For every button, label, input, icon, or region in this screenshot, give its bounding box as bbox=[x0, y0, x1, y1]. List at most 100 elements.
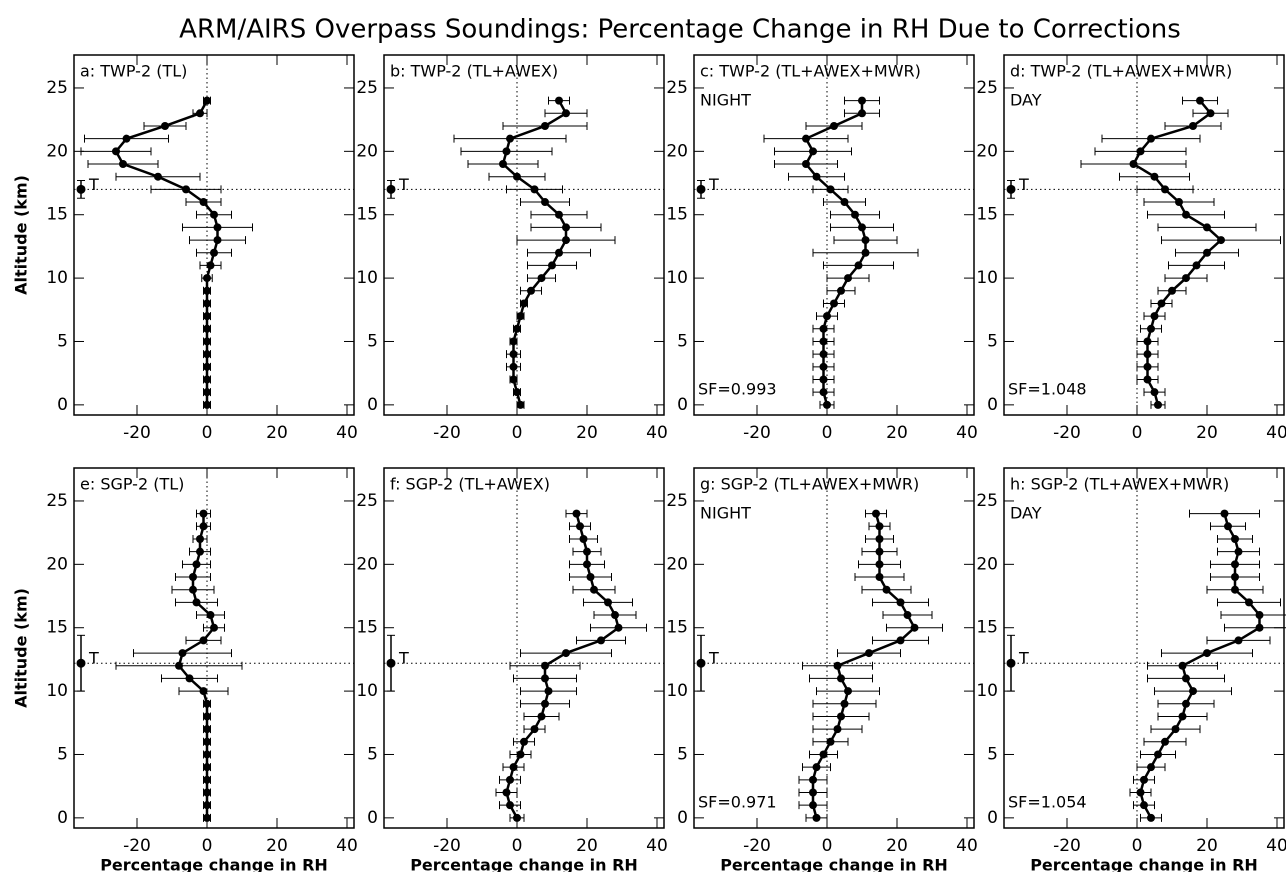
y-tick-label: 5 bbox=[57, 744, 68, 764]
y-tick-label: 25 bbox=[46, 78, 68, 98]
y-tick-label: 20 bbox=[356, 554, 378, 574]
profile-point bbox=[562, 223, 570, 232]
x-tick-label: 20 bbox=[576, 423, 598, 443]
tropopause-label: T bbox=[88, 175, 99, 194]
profile-point bbox=[583, 560, 591, 569]
y-axis-label: Altitude (km) bbox=[12, 175, 31, 295]
profile-point bbox=[823, 312, 831, 321]
profile-point bbox=[1129, 160, 1138, 169]
profile-point bbox=[604, 598, 612, 607]
x-axis-label: Percentage change in RH bbox=[410, 856, 638, 872]
profile-point bbox=[196, 534, 204, 543]
profile-point bbox=[530, 185, 539, 194]
profile-point bbox=[516, 750, 525, 759]
profile-point bbox=[537, 712, 546, 721]
tropopause-label: T bbox=[708, 649, 719, 668]
profile-point bbox=[513, 324, 521, 333]
profile-point bbox=[1147, 324, 1155, 333]
profile-point bbox=[1140, 775, 1148, 784]
x-tick-label: -20 bbox=[743, 423, 771, 443]
y-tick-label: 25 bbox=[356, 491, 378, 511]
y-tick-label: 20 bbox=[46, 141, 68, 161]
profile-point bbox=[812, 813, 821, 822]
profile-point bbox=[590, 585, 598, 594]
profile-point bbox=[203, 813, 211, 822]
profile-point bbox=[819, 324, 828, 333]
x-tick-label: 0 bbox=[1132, 423, 1143, 443]
y-tick-label: 15 bbox=[356, 618, 378, 638]
y-tick-label: 20 bbox=[976, 141, 998, 161]
y-tick-label: 10 bbox=[666, 681, 688, 701]
panel-title: d: TWP-2 (TL+AWEX+MWR) bbox=[1010, 62, 1232, 81]
x-tick-label: 0 bbox=[1132, 836, 1143, 856]
profile-point bbox=[1168, 286, 1176, 295]
profile-point bbox=[199, 522, 208, 531]
profile-point bbox=[819, 750, 828, 759]
profile-point bbox=[819, 350, 828, 359]
profile-point bbox=[1175, 198, 1183, 207]
x-tick-label: -20 bbox=[433, 836, 461, 856]
panel-title: c: TWP-2 (TL+AWEX+MWR) bbox=[700, 62, 921, 81]
profile-point bbox=[1196, 96, 1204, 105]
y-tick-label: 10 bbox=[46, 681, 68, 701]
error-bar bbox=[1220, 611, 1286, 620]
y-tick-label: 25 bbox=[666, 491, 688, 511]
y-tick-label: 15 bbox=[46, 205, 68, 225]
x-tick-label: 20 bbox=[886, 836, 908, 856]
profile-point bbox=[896, 598, 905, 607]
tropopause-dot bbox=[386, 658, 396, 668]
profile-point bbox=[840, 198, 849, 207]
profile-point bbox=[1224, 522, 1232, 531]
profile-point bbox=[192, 560, 201, 569]
profile-point bbox=[203, 699, 211, 708]
x-tick-label: 40 bbox=[1266, 836, 1286, 856]
profile-point bbox=[1217, 236, 1225, 245]
profile-point bbox=[509, 337, 518, 346]
profile-point bbox=[809, 775, 817, 784]
profile-point bbox=[499, 160, 507, 169]
profile-point bbox=[203, 350, 211, 359]
x-tick-label: -20 bbox=[1053, 836, 1081, 856]
profile-point bbox=[861, 236, 870, 245]
tropopause-label: T bbox=[708, 175, 719, 194]
x-tick-label: 20 bbox=[886, 423, 908, 443]
profile-point bbox=[809, 801, 817, 810]
profile-point bbox=[1203, 223, 1211, 232]
profile-point bbox=[1182, 699, 1190, 708]
profile-point bbox=[206, 611, 215, 620]
profile-point bbox=[175, 661, 183, 670]
y-tick-label: 0 bbox=[677, 395, 688, 415]
profile-point bbox=[1231, 585, 1239, 594]
profile-point bbox=[882, 585, 891, 594]
y-tick-label: 5 bbox=[367, 331, 378, 351]
profile-point bbox=[203, 400, 211, 409]
x-tick-label: -20 bbox=[123, 836, 151, 856]
profile-point bbox=[555, 96, 563, 105]
profile-point bbox=[875, 522, 884, 531]
profile-point bbox=[1147, 813, 1155, 822]
profile-point bbox=[833, 661, 842, 670]
x-tick-label: 0 bbox=[822, 423, 833, 443]
profile-point bbox=[1143, 362, 1152, 371]
profile-point bbox=[1154, 400, 1162, 409]
tropopause-label: T bbox=[398, 649, 409, 668]
y-tick-label: 5 bbox=[367, 744, 378, 764]
profile-point bbox=[513, 813, 521, 822]
y-tick-label: 0 bbox=[57, 395, 68, 415]
profile-point bbox=[1171, 725, 1180, 734]
tropopause-marker bbox=[76, 634, 86, 692]
profile-point bbox=[1231, 560, 1239, 569]
x-tick-label: 0 bbox=[822, 836, 833, 856]
profile-point bbox=[1182, 274, 1190, 283]
profile-point bbox=[809, 788, 817, 797]
panel-note: DAY bbox=[1010, 504, 1042, 523]
profile-point bbox=[858, 223, 866, 232]
profile-point bbox=[1245, 598, 1253, 607]
profile-point bbox=[154, 172, 162, 181]
profile-point bbox=[1189, 687, 1197, 696]
x-tick-label: -20 bbox=[743, 836, 771, 856]
profile-point bbox=[872, 509, 880, 518]
profile-point bbox=[203, 763, 211, 772]
profile-point bbox=[819, 375, 828, 384]
profile-point bbox=[1150, 312, 1159, 321]
